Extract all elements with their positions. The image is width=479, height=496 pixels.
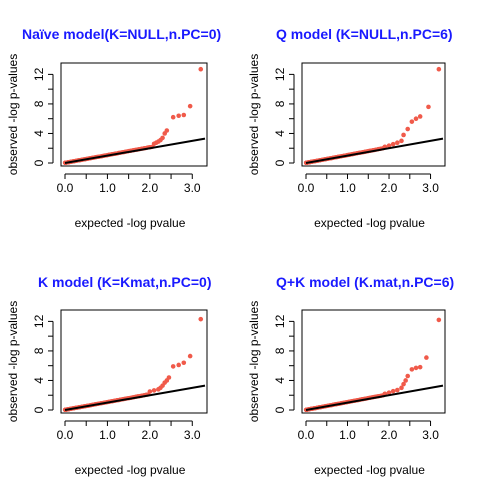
x-tick-label: 1.0: [339, 428, 356, 442]
x-tick-label: 2.0: [142, 181, 159, 195]
x-tick-label: 0.0: [57, 181, 74, 195]
data-point: [413, 116, 419, 121]
y-tick-label: 12: [32, 67, 46, 81]
qq-panel-1: Naïve model(K=NULL,n.PC=0) 0 4 8 12 0.0 1.0 2.0…: [6, 26, 221, 230]
x-tick-label: 3.0: [184, 428, 201, 442]
y-tick-label: 0: [32, 159, 46, 166]
x-tick-label: 0.0: [298, 428, 315, 442]
data-point: [399, 385, 404, 391]
data-point: [170, 364, 176, 369]
x-axis-label: expected -log pvalue: [314, 463, 425, 477]
data-point: [166, 375, 172, 380]
plot-area: [62, 316, 206, 412]
reference-line: [305, 384, 444, 411]
plot-area: [62, 66, 206, 165]
data-point: [409, 119, 415, 124]
y-tick-label: 12: [273, 67, 287, 81]
reference-line: [305, 137, 444, 164]
y-tick-label: 8: [32, 347, 46, 354]
x-axis-label: expected -log pvalue: [75, 216, 186, 230]
y-tick-label: 12: [32, 314, 46, 328]
y-tick-label: 4: [273, 377, 287, 384]
plot-frame: [60, 62, 208, 167]
y-tick-label: 0: [273, 159, 287, 166]
data-point: [424, 355, 429, 360]
panel-title: Naïve model(K=NULL,n.PC=0): [22, 26, 221, 42]
y-axis-label: observed -log p-values: [6, 54, 20, 175]
data-point: [417, 364, 423, 370]
data-point: [426, 104, 431, 110]
x-axis-label: expected -log pvalue: [75, 463, 186, 477]
data-point: [160, 135, 165, 141]
data-point: [403, 378, 408, 383]
data-point: [436, 66, 442, 72]
y-tick-label: 0: [32, 406, 46, 413]
y-tick-label: 12: [273, 314, 287, 328]
plot-frame: [301, 62, 446, 167]
plot-area: [303, 66, 444, 165]
y-tick-label: 4: [32, 377, 46, 384]
data-point: [176, 113, 181, 119]
data-point: [170, 114, 176, 120]
reference-line: [64, 137, 206, 164]
data-point: [405, 126, 411, 132]
qq-panel-3: K model (K=Kmat,n.PC=0) 0 4 8 12 0.0 1.0 2.0 3.0…: [6, 274, 211, 477]
x-axis-label: expected -log pvalue: [314, 216, 425, 230]
x-tick-label: 2.0: [381, 181, 398, 195]
y-tick-label: 4: [32, 130, 46, 137]
data-point: [147, 389, 153, 394]
data-point: [395, 140, 400, 145]
data-point: [405, 373, 411, 379]
data-point: [409, 367, 415, 372]
data-point: [401, 381, 406, 387]
data-point: [181, 112, 187, 118]
data-point: [413, 365, 419, 371]
x-tick-label: 2.0: [142, 428, 159, 442]
y-axis-label: observed -log p-values: [6, 301, 20, 422]
x-tick-label: 1.0: [99, 428, 116, 442]
plot-frame: [301, 309, 446, 414]
panel-title: Q model (K=NULL,n.PC=6): [276, 26, 453, 42]
data-point: [399, 138, 404, 144]
y-tick-label: 4: [273, 130, 287, 137]
data-point: [198, 316, 204, 322]
x-tick-label: 1.0: [99, 181, 116, 195]
qq-panel-2: Q model (K=NULL,n.PC=6) 0 4 8 12 0.0 1.0 2.0 3.0…: [247, 26, 453, 230]
data-point: [151, 388, 157, 393]
data-point: [417, 114, 423, 119]
x-tick-label: 2.0: [381, 428, 398, 442]
data-point: [176, 362, 181, 368]
y-tick-label: 8: [273, 100, 287, 107]
data-point: [386, 143, 392, 148]
data-point: [187, 353, 193, 359]
panel-title: K model (K=Kmat,n.PC=0): [38, 274, 211, 290]
data-point: [198, 66, 204, 72]
y-tick-label: 8: [273, 347, 287, 354]
x-tick-label: 0.0: [298, 181, 315, 195]
qq-panel-4: Q+K model (K.mat,n.PC=6) 0 4 8 12 0.0 1.0 2.0 3.…: [247, 274, 454, 477]
data-point: [386, 390, 392, 395]
data-point: [187, 103, 193, 109]
y-tick-label: 8: [32, 100, 46, 107]
x-tick-label: 3.0: [184, 181, 201, 195]
data-point: [390, 141, 396, 147]
y-tick-label: 0: [273, 406, 287, 413]
data-point: [395, 387, 400, 393]
panel-title: Q+K model (K.mat,n.PC=6): [276, 274, 454, 290]
x-tick-label: 1.0: [339, 181, 356, 195]
data-point: [436, 317, 442, 323]
plot-area: [303, 317, 444, 412]
x-tick-label: 3.0: [422, 181, 439, 195]
data-point: [390, 388, 396, 394]
x-tick-label: 3.0: [422, 428, 439, 442]
data-point: [181, 360, 187, 366]
reference-line: [64, 384, 206, 411]
y-axis-label: observed -log p-values: [247, 301, 261, 422]
y-axis-label: observed -log p-values: [247, 54, 261, 175]
plot-frame: [60, 309, 208, 414]
data-point: [401, 132, 406, 138]
x-tick-label: 0.0: [57, 428, 74, 442]
data-point: [164, 128, 170, 133]
